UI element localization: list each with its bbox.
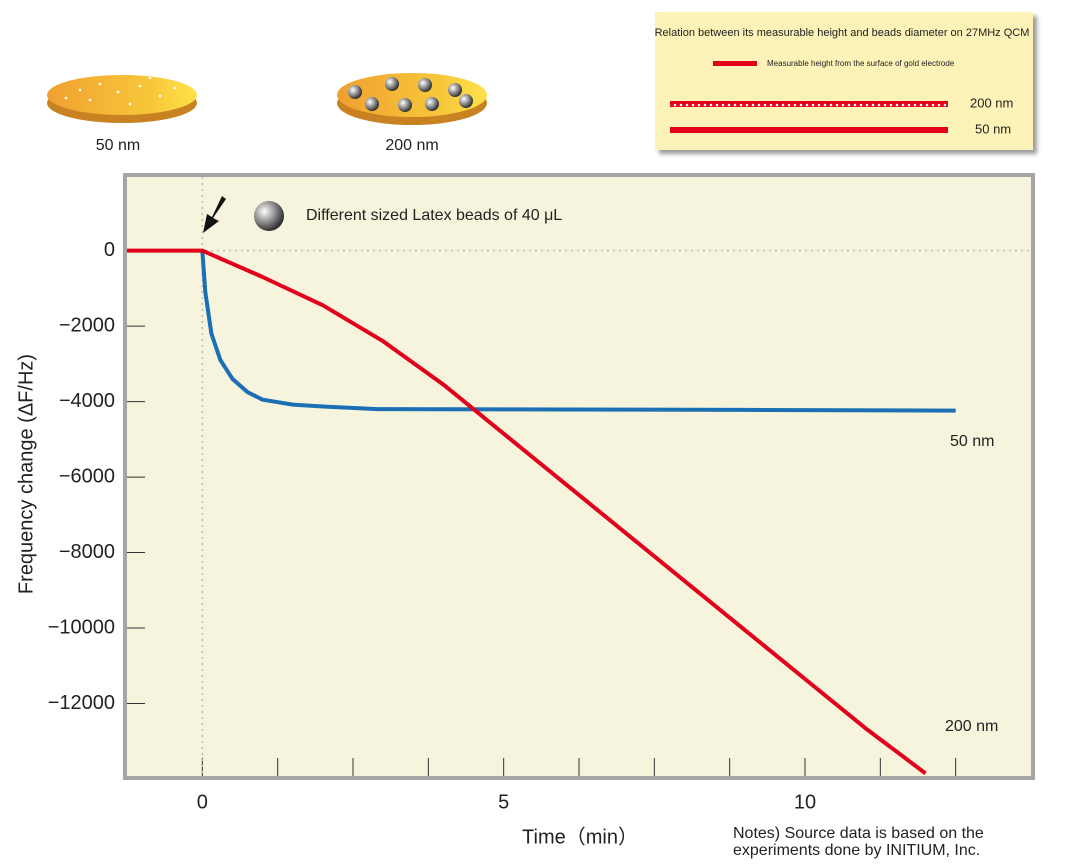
illustration-label: 50 nm	[96, 137, 140, 154]
y-tick-label: −4000	[59, 390, 115, 412]
x-tick-label: 0	[197, 791, 208, 813]
inset-label: 200 nm	[970, 95, 1013, 110]
series-line	[127, 248, 927, 775]
y-tick-label: −12000	[48, 692, 115, 714]
illustration-label: 200 nm	[385, 137, 438, 154]
annotation	[203, 196, 284, 233]
notes: Notes) Source data is based on the exper…	[733, 825, 984, 859]
series-line	[200, 250, 956, 413]
inset-label: 50 nm	[975, 121, 1011, 136]
inset: Relation between its measurable height a…	[655, 12, 1033, 150]
series-label: 200 nm	[945, 718, 998, 735]
y-tick-label: −6000	[59, 465, 115, 487]
y-tick-label: −8000	[59, 541, 115, 563]
x-axis-label: Time（min）	[522, 825, 638, 848]
disk-50nm	[47, 75, 197, 123]
x-tick-label: 5	[498, 791, 509, 813]
y-tick-label: 0	[104, 239, 115, 261]
disk-200nm	[337, 73, 487, 125]
y-tick-label: −10000	[48, 616, 115, 638]
inset-title: Relation between its measurable height a…	[655, 27, 1030, 39]
inset-caption: Measurable height from the surface of go…	[767, 59, 955, 68]
y-tick-label: −2000	[59, 314, 115, 336]
x-tick-label: 10	[794, 791, 816, 813]
y-axis-label: Frequency change (ΔF/Hz)	[15, 354, 37, 594]
plot-area	[123, 173, 1035, 780]
annotation-text: Different sized Latex beads of 40 μL	[306, 207, 562, 224]
series-label: 50 nm	[950, 433, 994, 450]
